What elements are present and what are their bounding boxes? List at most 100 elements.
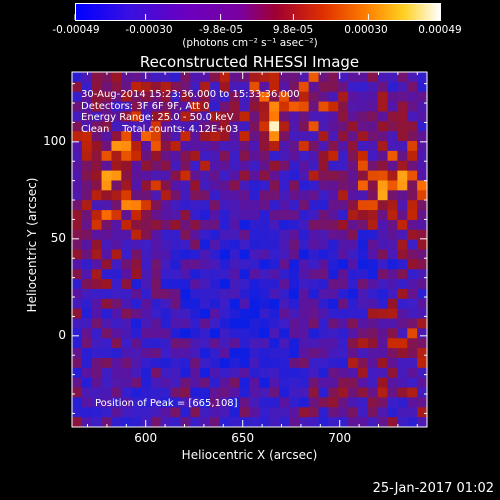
heatmap-cell	[180, 259, 191, 270]
heatmap-cell	[407, 111, 418, 122]
heatmap-cell	[160, 150, 172, 162]
heatmap-cell	[150, 259, 162, 270]
heatmap-cell	[170, 308, 181, 319]
heatmap-cell	[407, 377, 418, 388]
heatmap-cell	[259, 279, 270, 290]
heatmap-cell	[308, 170, 319, 181]
heatmap-cell	[269, 249, 280, 260]
heatmap-cell	[229, 259, 241, 270]
heatmap-cell	[338, 101, 349, 112]
heatmap-cell	[279, 308, 290, 319]
heatmap-cell	[348, 407, 359, 418]
heatmap-cell	[269, 328, 280, 339]
heatmap-cell	[318, 239, 329, 250]
heatmap-cell	[338, 72, 349, 83]
heatmap-cell	[338, 81, 349, 93]
heatmap-cell	[170, 239, 181, 250]
heatmap-cell	[318, 288, 329, 300]
heatmap-cell	[367, 190, 379, 201]
heatmap-cell	[160, 318, 172, 329]
heatmap-cell	[239, 308, 250, 319]
heatmap-cell	[141, 121, 152, 132]
heatmap-cell	[407, 180, 418, 191]
heatmap-cell	[288, 298, 300, 310]
heatmap-cell	[367, 141, 379, 152]
heatmap-cell	[328, 397, 339, 408]
heatmap-cell	[288, 170, 300, 181]
heatmap-cell	[131, 200, 142, 211]
heatmap-cell	[141, 288, 152, 300]
heatmap-cell	[279, 338, 290, 349]
heatmap-cell	[160, 338, 172, 349]
heatmap-cell	[328, 170, 339, 181]
heatmap-cell	[200, 190, 211, 201]
heatmap-cell	[397, 417, 408, 428]
heatmap-cell	[210, 407, 221, 418]
heatmap-cell	[160, 367, 172, 379]
heatmap-cell	[111, 308, 122, 319]
heatmap-cell	[200, 160, 211, 172]
heatmap-cell	[91, 72, 102, 83]
heatmap-cell	[91, 269, 102, 280]
heatmap-cell	[269, 72, 280, 83]
heatmap-cell	[180, 121, 191, 132]
heatmap-cell	[367, 160, 379, 172]
heatmap-cell	[229, 387, 241, 398]
heatmap-cell	[279, 121, 290, 132]
heatmap-cell	[170, 131, 181, 142]
heatmap-cell	[348, 298, 359, 310]
heatmap-cell	[91, 387, 102, 398]
heatmap-cell	[328, 131, 339, 142]
heatmap-cell	[190, 131, 201, 142]
heatmap-cell	[417, 338, 428, 349]
heatmap-cell	[72, 239, 83, 250]
heatmap-cell	[269, 348, 280, 359]
heatmap-cell	[101, 387, 112, 398]
heatmap-cell	[81, 387, 93, 398]
heatmap-cell	[269, 269, 280, 280]
heatmap-cell	[131, 190, 142, 201]
heatmap-cell	[387, 298, 398, 310]
heatmap-cell	[150, 338, 162, 349]
heatmap-cell	[348, 367, 359, 379]
heatmap-cell	[210, 200, 221, 211]
heatmap-cell	[308, 200, 319, 211]
heatmap-cell	[269, 259, 280, 270]
heatmap-cell	[111, 397, 122, 408]
heatmap-cell	[101, 367, 112, 379]
heatmap-cell	[328, 377, 339, 388]
heatmap-cell	[259, 298, 270, 310]
heatmap-cell	[377, 81, 388, 93]
heatmap-cell	[150, 200, 162, 211]
heatmap-cell	[131, 121, 142, 132]
heatmap-cell	[170, 338, 181, 349]
heatmap-cell	[81, 141, 93, 152]
heatmap-cell	[318, 397, 329, 408]
heatmap-cell	[348, 72, 359, 83]
heatmap-cell	[298, 279, 310, 290]
heatmap-cell	[210, 377, 221, 388]
heatmap-cell	[249, 279, 260, 290]
heatmap-cell	[72, 348, 83, 359]
heatmap-cell	[367, 279, 379, 290]
heatmap-cell	[131, 249, 142, 260]
heatmap-cell	[180, 200, 191, 211]
heatmap-cell	[111, 357, 122, 369]
heatmap-cell	[170, 160, 181, 172]
heatmap-cell	[121, 91, 132, 102]
heatmap-cell	[141, 377, 152, 388]
heatmap-cell	[259, 338, 270, 349]
heatmap-cell	[170, 397, 181, 408]
heatmap-cell	[397, 328, 408, 339]
heatmap-cell	[357, 367, 369, 379]
heatmap-cell	[367, 407, 379, 418]
heatmap-cell	[121, 407, 132, 418]
heatmap-cell	[417, 348, 428, 359]
heatmap-cell	[367, 377, 379, 388]
heatmap-cell	[259, 72, 270, 83]
heatmap-cell	[180, 357, 191, 369]
heatmap-cell	[210, 190, 221, 201]
heatmap-cell	[160, 131, 172, 142]
heatmap-cell	[328, 249, 339, 260]
heatmap-cell	[308, 279, 319, 290]
